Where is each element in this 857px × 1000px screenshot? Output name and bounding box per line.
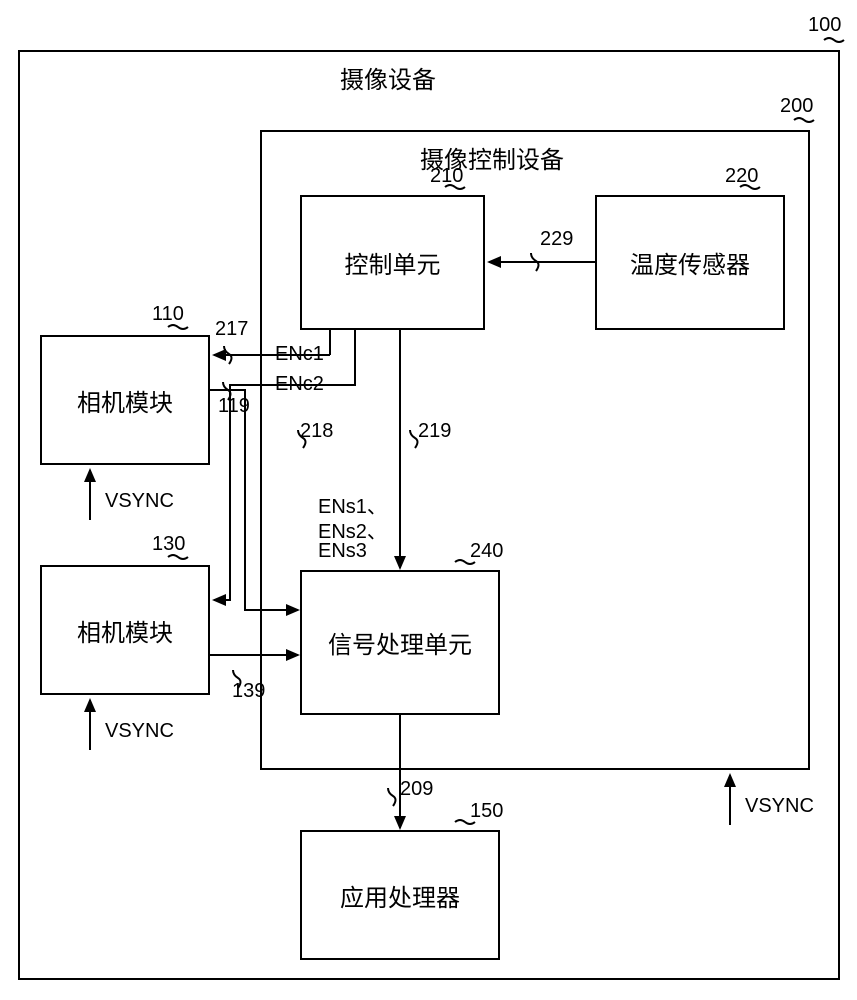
block-control-unit: 控制单元	[300, 195, 485, 330]
ref-229: 229	[540, 228, 573, 251]
ref-217: 217	[215, 318, 248, 341]
block-temp-sensor: 温度传感器	[595, 195, 785, 330]
block-app-label: 应用处理器	[340, 878, 460, 913]
block-cam1-label: 相机模块	[77, 383, 173, 418]
ref-100: 100	[808, 14, 841, 37]
block-camera-module-2: 相机模块	[40, 565, 210, 695]
ref-139: 139	[232, 680, 265, 703]
block-app-processor: 应用处理器	[300, 830, 500, 960]
ref-130: 130	[152, 533, 185, 556]
label-vsync-cam2: VSYNC	[105, 720, 174, 743]
ref-210: 210	[430, 165, 463, 188]
block-signal-label: 信号处理单元	[328, 625, 472, 660]
ref-119: 119	[218, 395, 250, 418]
label-enc1: ENc1	[275, 343, 324, 366]
ref-218: 218	[300, 420, 333, 443]
ref-209: 209	[400, 778, 433, 801]
diagram-canvas: 摄像设备 摄像控制设备 控制单元 温度传感器 相机模块 相机模块 信号处理单元 …	[0, 0, 857, 1000]
label-enc2: ENc2	[275, 373, 324, 396]
block-cam2-label: 相机模块	[77, 613, 173, 648]
ref-240: 240	[470, 540, 503, 563]
block-control-unit-label: 控制单元	[345, 245, 441, 280]
ref-200: 200	[780, 95, 813, 118]
block-camera-module-1: 相机模块	[40, 335, 210, 465]
ref-219: 219	[418, 420, 451, 443]
label-ens3: ENs3	[318, 540, 367, 563]
ref-150: 150	[470, 800, 503, 823]
ref-220: 220	[725, 165, 758, 188]
label-vsync-inner: VSYNC	[745, 795, 814, 818]
block-temp-sensor-label: 温度传感器	[630, 245, 750, 280]
block-signal-processing: 信号处理单元	[300, 570, 500, 715]
ref-110: 110	[152, 303, 184, 326]
outer-title: 摄像设备	[340, 60, 436, 95]
label-vsync-cam1: VSYNC	[105, 490, 174, 513]
